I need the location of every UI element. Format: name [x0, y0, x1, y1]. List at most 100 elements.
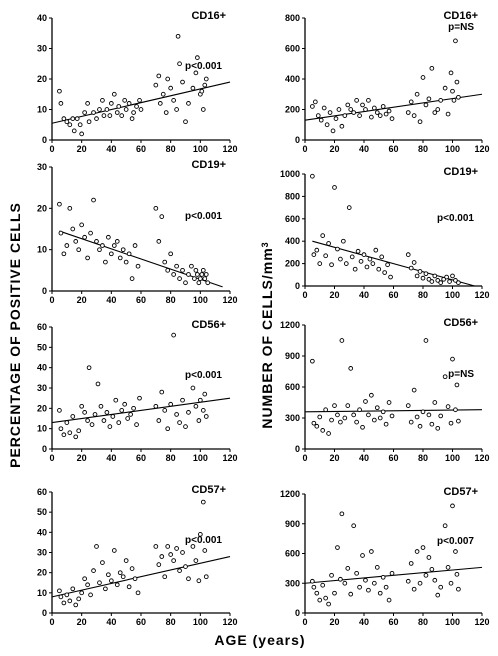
data-point	[134, 104, 139, 109]
x-tick-label: 60	[388, 617, 398, 627]
data-point	[61, 116, 67, 121]
data-point	[448, 580, 454, 586]
data-point	[61, 600, 67, 606]
data-point	[432, 400, 438, 405]
data-point	[349, 254, 355, 260]
data-point	[94, 116, 99, 121]
data-point	[202, 548, 208, 553]
data-point	[71, 128, 77, 134]
regression-line	[304, 93, 483, 121]
data-point	[135, 590, 141, 596]
y-tick-label: 40	[37, 527, 47, 537]
data-point	[82, 410, 87, 415]
data-point	[432, 577, 438, 583]
data-point	[357, 584, 362, 590]
data-point	[200, 499, 206, 505]
data-point	[323, 407, 328, 413]
data-point	[429, 567, 435, 572]
scatter-panel-5: 0 20 40 60 80 100 120 0 10 20 30 40 50 60 CD56+ p<0.001	[37, 319, 238, 463]
data-point	[156, 418, 162, 423]
data-point	[58, 101, 64, 106]
data-point	[199, 272, 205, 277]
x-tick-label: 40	[106, 144, 116, 154]
data-point	[162, 574, 168, 580]
data-point	[320, 428, 326, 433]
x-tick-label: 60	[136, 617, 146, 627]
x-tick-label: 40	[359, 453, 369, 463]
y-tick-label: 30	[37, 548, 47, 558]
data-point	[429, 279, 435, 284]
x-tick-label: 80	[418, 290, 428, 300]
data-point	[318, 117, 324, 123]
data-point	[338, 256, 343, 262]
data-point	[354, 97, 359, 103]
data-point	[382, 270, 387, 275]
data-point	[177, 276, 182, 281]
data-point	[448, 70, 454, 76]
x-tick-label: 80	[418, 617, 428, 627]
right-y-axis-label: NUMBER OF CELLS/mm3	[259, 241, 275, 428]
data-point	[125, 416, 130, 421]
data-point	[405, 110, 411, 115]
data-point	[97, 247, 102, 253]
data-point	[106, 572, 111, 578]
data-point	[190, 85, 196, 91]
data-point	[57, 408, 62, 413]
data-point	[380, 104, 386, 109]
x-tick-label: 100	[193, 295, 208, 305]
data-point	[70, 116, 76, 121]
data-point	[348, 591, 354, 597]
data-point	[117, 255, 123, 261]
data-point	[414, 273, 420, 279]
data-point	[135, 263, 141, 269]
data-point	[371, 105, 377, 111]
data-point	[343, 261, 349, 266]
y-tick-label: 0	[42, 608, 47, 618]
y-tick-label: 50	[37, 342, 47, 352]
y-tick-label: 0	[42, 135, 47, 145]
data-point	[450, 356, 455, 362]
data-point	[70, 414, 76, 419]
data-point	[438, 280, 444, 285]
data-point	[310, 358, 315, 364]
data-point	[131, 110, 136, 115]
x-tick-label: 0	[302, 453, 307, 463]
data-point	[177, 568, 182, 573]
data-point	[129, 116, 135, 121]
data-point	[174, 412, 179, 417]
data-point	[97, 580, 102, 586]
y-tick-label: 40	[37, 363, 47, 373]
x-tick-label: 20	[77, 144, 87, 154]
data-point	[385, 262, 390, 268]
scatter-panel-7: 0 20 40 60 80 100 120 0 10 20 30 40 50 60 CD57+ p<0.001	[37, 484, 238, 627]
data-point	[104, 410, 110, 415]
data-point	[321, 105, 327, 111]
data-point	[183, 280, 188, 286]
data-point	[64, 243, 70, 248]
data-point	[202, 391, 208, 397]
data-point	[193, 70, 199, 76]
data-point	[171, 272, 176, 277]
data-point	[423, 271, 429, 277]
data-point	[330, 128, 336, 134]
x-tick-label: 0	[49, 453, 54, 463]
data-point	[383, 584, 389, 590]
data-point	[203, 272, 209, 277]
data-point	[138, 107, 144, 112]
data-point	[180, 79, 185, 85]
data-point	[132, 243, 138, 248]
data-point	[137, 97, 142, 103]
data-point	[91, 197, 96, 203]
data-point	[320, 582, 326, 588]
data-point	[174, 546, 179, 551]
panel-title: CD56+	[191, 319, 226, 331]
data-point	[108, 101, 114, 106]
data-point	[420, 75, 426, 80]
data-point	[195, 272, 200, 277]
data-point	[380, 574, 386, 580]
data-point	[323, 595, 328, 601]
data-point	[67, 122, 73, 128]
data-point	[67, 430, 73, 436]
x-tick-label: 0	[302, 290, 307, 300]
